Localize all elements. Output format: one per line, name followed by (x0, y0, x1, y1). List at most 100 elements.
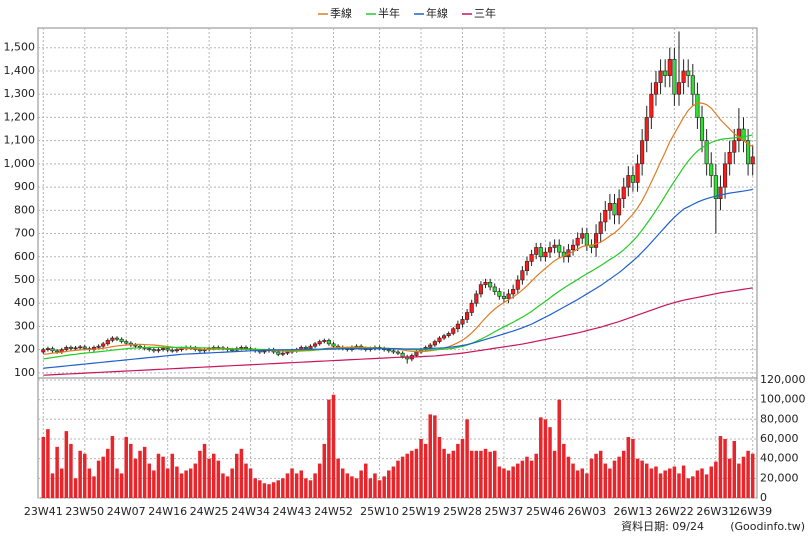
volume-bar (41, 437, 46, 498)
candle-body (243, 347, 249, 349)
volume-bar (727, 458, 732, 498)
candle-body (428, 344, 433, 348)
volume-bar (78, 450, 82, 498)
candle-body (78, 346, 83, 349)
volume-bar (644, 463, 649, 498)
volume-bar (704, 474, 709, 498)
y-tick-label: 700 (14, 227, 35, 240)
candle-body (156, 349, 161, 352)
candle-body (478, 284, 483, 295)
candle-body (64, 347, 69, 350)
candle-body (640, 140, 645, 165)
candle-body (73, 347, 78, 350)
volume-bar (649, 468, 654, 498)
volume-bar (225, 476, 230, 498)
candle-body (515, 279, 520, 290)
volume-bar (460, 438, 465, 498)
y-tick-label: 1,500 (4, 41, 36, 54)
volume-bar (239, 448, 244, 498)
candle-body (313, 343, 318, 347)
volume-bar (497, 466, 502, 498)
x-tick-label: 25W19 (402, 505, 441, 518)
candle-body (699, 117, 705, 141)
candle-body (709, 163, 714, 176)
y2-tick-label: 40,000 (760, 452, 799, 465)
volume-bar (626, 437, 631, 498)
candle-body (746, 140, 751, 165)
x-tick-label: 25W37 (485, 505, 524, 518)
candle-body (598, 221, 603, 234)
volume-bar (396, 460, 400, 498)
volume-bar (672, 466, 677, 498)
volume-bar (50, 473, 55, 498)
volume-bar (73, 478, 78, 498)
volume-bar (377, 480, 382, 498)
candle-body (230, 349, 235, 351)
candle-body (101, 343, 106, 347)
volume-bar (603, 463, 608, 498)
candle-body (676, 82, 682, 95)
volume-bar (364, 463, 368, 498)
candle-body (534, 247, 539, 255)
volume-bar (110, 436, 115, 498)
volume-bar (658, 473, 663, 498)
volume-bar (552, 450, 557, 498)
x-tick-label: 26W03 (567, 505, 606, 518)
candle-body (603, 210, 608, 223)
volume-bar (419, 438, 423, 498)
x-tick-label: 24W25 (190, 505, 229, 518)
volume-bar (511, 466, 515, 498)
ma-line (43, 287, 753, 376)
candle-body (391, 350, 396, 353)
candle-body (133, 344, 138, 347)
volume-bar (165, 468, 170, 498)
volume-bar (566, 456, 571, 498)
volume-bar (152, 470, 156, 498)
candle-body (524, 261, 530, 272)
volume-bar (387, 470, 391, 498)
candle-body (124, 341, 129, 344)
volume-bar (373, 473, 377, 498)
volume-bar (216, 460, 221, 498)
volume-bar (46, 429, 50, 498)
x-tick-label: 24W43 (273, 505, 312, 518)
volume-bar (589, 458, 594, 498)
volume-bar (663, 470, 667, 498)
candle-body (317, 341, 322, 345)
volume-bar (520, 460, 525, 498)
candle-body (45, 348, 50, 350)
candle-body (488, 282, 493, 288)
volume-bar (405, 453, 409, 498)
volume-bar (492, 450, 497, 498)
volume-bar (322, 443, 327, 498)
legend-label: 三年 (474, 6, 496, 20)
y2-tick-label: 120,000 (760, 373, 806, 386)
volume-bar (340, 468, 345, 498)
candle-body (612, 203, 617, 216)
volume-bar (119, 473, 124, 498)
candle-body (395, 351, 401, 354)
volume-bar (281, 478, 285, 498)
volume-bar (142, 446, 147, 498)
candle-body (713, 175, 718, 200)
volume-bar (414, 448, 419, 498)
candle-body (280, 352, 285, 355)
volume-bar (608, 468, 612, 498)
y2-tick-label: 60,000 (760, 432, 799, 445)
volume-bar (456, 443, 460, 498)
volume-bar (248, 468, 253, 498)
candle-body (55, 350, 60, 353)
volume-bar (410, 450, 414, 498)
candle-body (492, 286, 497, 292)
volume-bar (502, 468, 506, 498)
candle-body (501, 295, 506, 299)
candle-body (617, 198, 622, 216)
plot-frame (37, 27, 758, 499)
x-tick-label: 25W46 (526, 505, 565, 518)
volume-bar (276, 480, 280, 498)
volume-bar (271, 482, 276, 498)
volume-bar (474, 450, 479, 498)
volume-bar (433, 415, 437, 498)
volume-bar (253, 478, 257, 498)
candle-body (41, 349, 46, 353)
